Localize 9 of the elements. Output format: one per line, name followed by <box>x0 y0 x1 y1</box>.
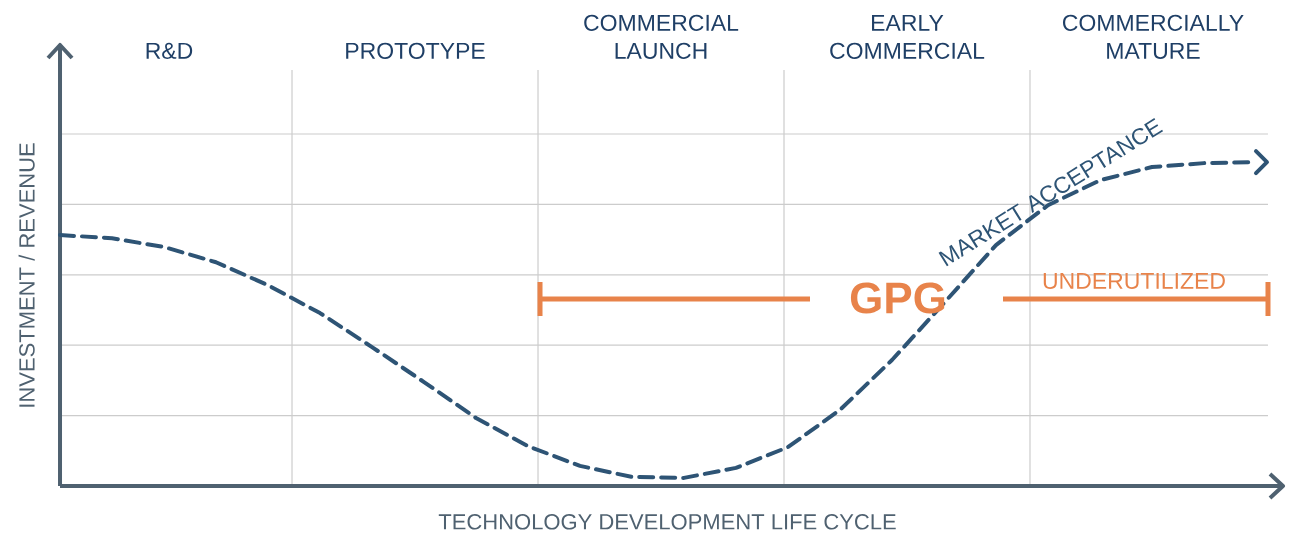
x-axis-title: TECHNOLOGY DEVELOPMENT LIFE CYCLE <box>438 514 896 530</box>
text: EARLY COMMERCIAL <box>830 14 985 59</box>
annotation: GPG <box>850 282 945 314</box>
text: COMMERCIALLY MATURE <box>1062 14 1244 59</box>
text: PROTOTYPE <box>346 42 485 59</box>
text: COMMERCIAL LAUNCH <box>584 14 739 59</box>
y-axis-title: INVESTMENT / REVENUE <box>18 143 35 407</box>
text: R&D <box>146 42 193 59</box>
annotation: UNDERUTILIZED <box>1043 272 1225 290</box>
